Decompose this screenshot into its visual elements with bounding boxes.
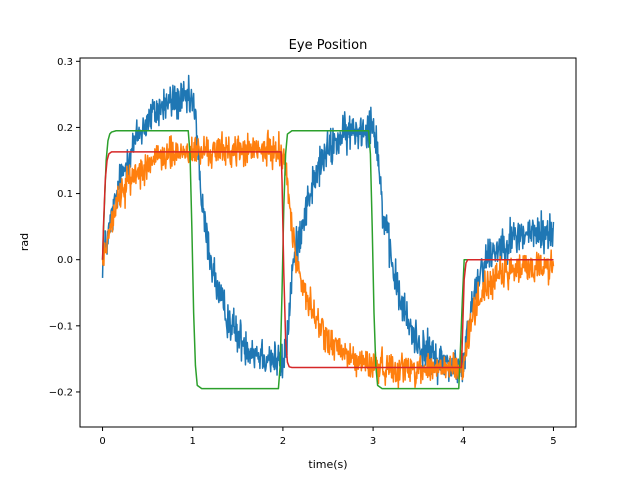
y-tick-label: −0.2: [49, 387, 73, 398]
x-tick-label: 2: [280, 436, 286, 447]
series-line-2: [101, 129, 555, 389]
x-tick-label: 1: [190, 436, 196, 447]
x-tick-label: 5: [550, 436, 556, 447]
axes-frame: [79, 57, 577, 428]
x-tick-label: 0: [99, 436, 105, 447]
series-layer: [101, 74, 555, 390]
y-tick-label: 0.1: [57, 189, 73, 200]
y-tick-label: 0.2: [57, 123, 73, 134]
x-axis-label: time(s): [308, 458, 347, 471]
x-tick-label: 4: [460, 436, 466, 447]
series-line-3: [101, 129, 554, 390]
chart-title: Eye Position: [289, 38, 368, 53]
y-axis: −0.2 −0.1 0.0 0.1 0.2 0.3: [49, 57, 80, 398]
y-tick-label: −0.1: [49, 321, 73, 332]
x-tick-label: 3: [370, 436, 376, 447]
y-axis-label: rad: [18, 233, 31, 251]
series-line-4: [101, 151, 554, 369]
y-tick-label: 0.0: [57, 255, 73, 266]
x-axis: 0 1 2 3 4 5: [99, 427, 557, 447]
y-tick-label: 0.3: [57, 57, 73, 68]
